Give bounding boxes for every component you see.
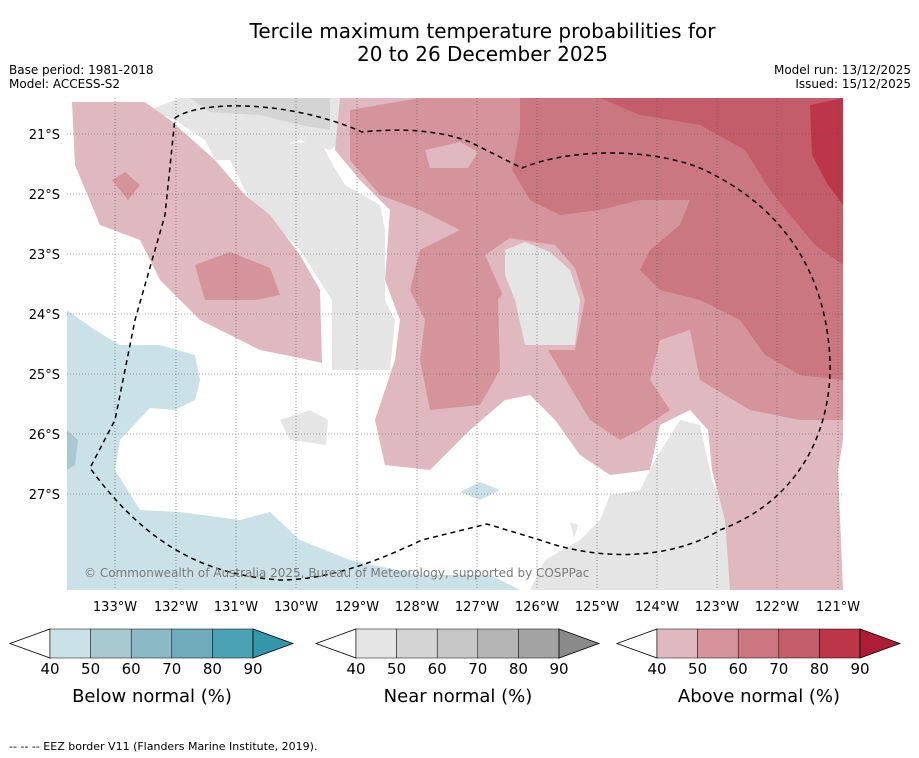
lon-label: 127°W — [455, 600, 499, 615]
near-normal-region — [530, 420, 780, 590]
colorbar-tick-label: 60 — [121, 660, 141, 678]
colorbar-extension-high — [252, 628, 295, 659]
colorbar-extension-low — [615, 628, 658, 659]
colorbar-segment — [737, 628, 780, 659]
map-title: Tercile maximum temperature probabilitie… — [0, 20, 919, 66]
lon-label: 122°W — [755, 600, 799, 615]
colorbar-tick-label: 50 — [387, 660, 407, 678]
title-line-2: 20 to 26 December 2025 — [356, 42, 608, 66]
colorbar-segment — [355, 628, 397, 659]
colorbar-segment — [49, 628, 91, 659]
colorbar-segment — [477, 628, 519, 659]
lon-label: 131°W — [214, 600, 258, 615]
lon-label: 123°W — [695, 600, 739, 615]
issued-date: Issued: 15/12/2025 — [795, 77, 911, 91]
colorbar-tick-label: 80 — [202, 660, 222, 678]
lon-label: 132°W — [154, 600, 198, 615]
colorbar-segment — [171, 628, 213, 659]
colorbar-tick-label: 70 — [468, 660, 488, 678]
lon-label: 125°W — [575, 600, 619, 615]
title-line-1: Tercile maximum temperature probabilitie… — [249, 19, 716, 43]
colorbar-segment — [130, 628, 173, 659]
colorbars — [8, 628, 902, 659]
colorbar-tick-label: 70 — [769, 660, 789, 678]
near-normal-region — [230, 140, 395, 370]
base-period: Base period: 1981-2018 — [9, 63, 154, 77]
above-normal-50-region — [112, 172, 140, 200]
lon-label: 129°W — [335, 600, 379, 615]
eez-border — [89, 105, 831, 581]
colorbar-segment — [396, 628, 438, 659]
graticule — [67, 98, 843, 590]
lat-label: 22°S — [29, 188, 60, 203]
colorbar-tick-label: 90 — [549, 660, 569, 678]
above-normal-70-region — [600, 98, 843, 265]
map-plot-area — [67, 98, 843, 590]
colorbar-segment — [90, 628, 132, 659]
lat-label: 24°S — [29, 308, 60, 323]
lon-label: 121°W — [816, 600, 860, 615]
below-normal-region — [460, 482, 500, 500]
colorbar-tick-label: 80 — [809, 660, 829, 678]
colorbar-segment — [436, 628, 479, 659]
eez-footer-note: -- -- -- EEZ border V11 (Flanders Marine… — [9, 740, 318, 753]
meta-left: Base period: 1981-2018 Model: ACCESS-S2 — [9, 63, 154, 91]
colorbar-segment — [819, 628, 861, 659]
lat-label: 26°S — [29, 428, 60, 443]
colorbar-tick-label: 50 — [688, 660, 708, 678]
lon-label: 133°W — [93, 600, 137, 615]
lon-label: 124°W — [635, 600, 679, 615]
colorbar-extension-high — [859, 628, 902, 659]
colorbar-tick-label: 70 — [162, 660, 182, 678]
lat-label: 23°S — [29, 248, 60, 263]
colorbar-tick-label: 40 — [40, 660, 60, 678]
above-normal-80-region — [810, 98, 843, 205]
near-normal-region — [190, 98, 330, 130]
above-normal-50-region — [195, 252, 280, 300]
colorbar-tick-label: 40 — [647, 660, 667, 678]
colorbar-extension-high — [558, 628, 601, 659]
colorbar-tick-label: 90 — [243, 660, 263, 678]
colorbar-tick-label: 60 — [427, 660, 447, 678]
colorbar-tick-label: 60 — [728, 660, 748, 678]
near-normal-region — [570, 522, 578, 538]
lat-label: 25°S — [29, 368, 60, 383]
lat-label: 21°S — [29, 128, 60, 143]
lon-label: 128°W — [395, 600, 439, 615]
colorbar-segment — [212, 628, 254, 659]
model-name: Model: ACCESS-S2 — [9, 77, 121, 91]
colorbar-tick-label: 40 — [346, 660, 366, 678]
model-run: Model run: 13/12/2025 — [773, 63, 911, 77]
colorbar-tick-label: 90 — [850, 660, 870, 678]
lon-label: 130°W — [274, 600, 318, 615]
above-normal-40-region — [425, 142, 478, 168]
colorbar-segment — [656, 628, 698, 659]
meta-right: Model run: 13/12/2025 Issued: 15/12/2025 — [774, 63, 911, 91]
lon-label: 126°W — [515, 600, 559, 615]
copyright-notice: © Commonwealth of Australia 2025, Bureau… — [84, 566, 590, 580]
colorbar-extension-low — [8, 628, 51, 659]
colorbar-tick-label: 80 — [508, 660, 528, 678]
near-normal-region — [505, 242, 580, 345]
colorbar-segment — [778, 628, 820, 659]
below-normal-region — [67, 310, 520, 590]
colorbar-tick-label: 50 — [81, 660, 101, 678]
colorbar-segment — [697, 628, 739, 659]
above-normal-label: Above normal (%) — [677, 686, 841, 707]
below-normal-region — [67, 430, 78, 470]
near-normal-region — [280, 410, 328, 445]
colorbar-extension-low — [314, 628, 357, 659]
near-normal-label: Near normal (%) — [383, 686, 533, 707]
colorbar-segment — [518, 628, 560, 659]
lat-label: 27°S — [29, 488, 60, 503]
below-normal-label: Below normal (%) — [72, 686, 232, 707]
